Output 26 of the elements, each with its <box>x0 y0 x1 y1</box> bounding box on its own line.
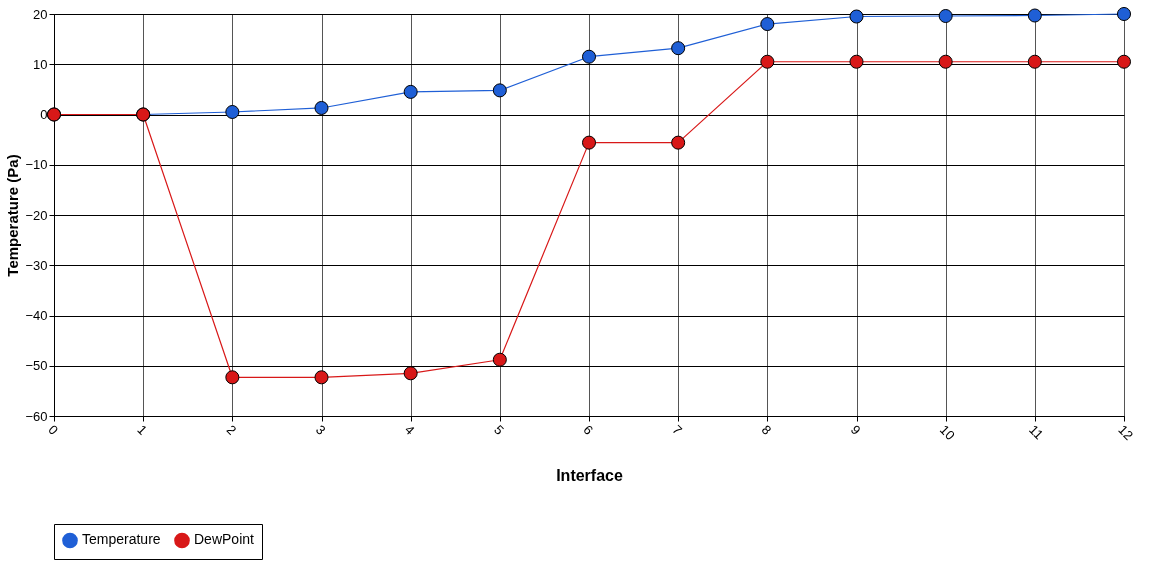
y-tick-label: −50 <box>25 358 48 374</box>
y-tick-label: −40 <box>25 308 48 323</box>
y-tick-label: 0 <box>40 107 48 122</box>
x-tick-label: 9 <box>847 422 864 438</box>
y-tick-label: 10 <box>33 56 48 72</box>
x-tick-label: 10 <box>936 422 958 443</box>
x-tick-label: 7 <box>669 422 686 438</box>
y-tick-label: 20 <box>33 6 48 22</box>
x-tick-label: 5 <box>491 422 507 438</box>
x-tick-label: 2 <box>223 422 240 438</box>
x-tick-label: 1 <box>134 422 151 438</box>
x-tick-label: 4 <box>401 422 418 438</box>
y-tick-label: −60 <box>25 408 48 424</box>
legend-label: DewPoint <box>194 531 255 548</box>
x-axis-title: Interface <box>556 466 623 484</box>
x-tick-label: 12 <box>1115 422 1137 443</box>
x-tick-label: 3 <box>312 422 329 438</box>
x-tick-label: 6 <box>580 422 597 438</box>
y-tick-label: −30 <box>25 257 48 273</box>
x-tick-label: 0 <box>45 422 62 438</box>
x-tick-label: 11 <box>1026 422 1047 443</box>
legend-label: Temperature <box>82 531 161 548</box>
y-tick-label: −20 <box>25 207 48 223</box>
y-axis-title: Temperature (Pa) <box>4 154 22 277</box>
y-tick-label: −10 <box>25 157 48 173</box>
x-tick-label: 8 <box>758 422 775 438</box>
